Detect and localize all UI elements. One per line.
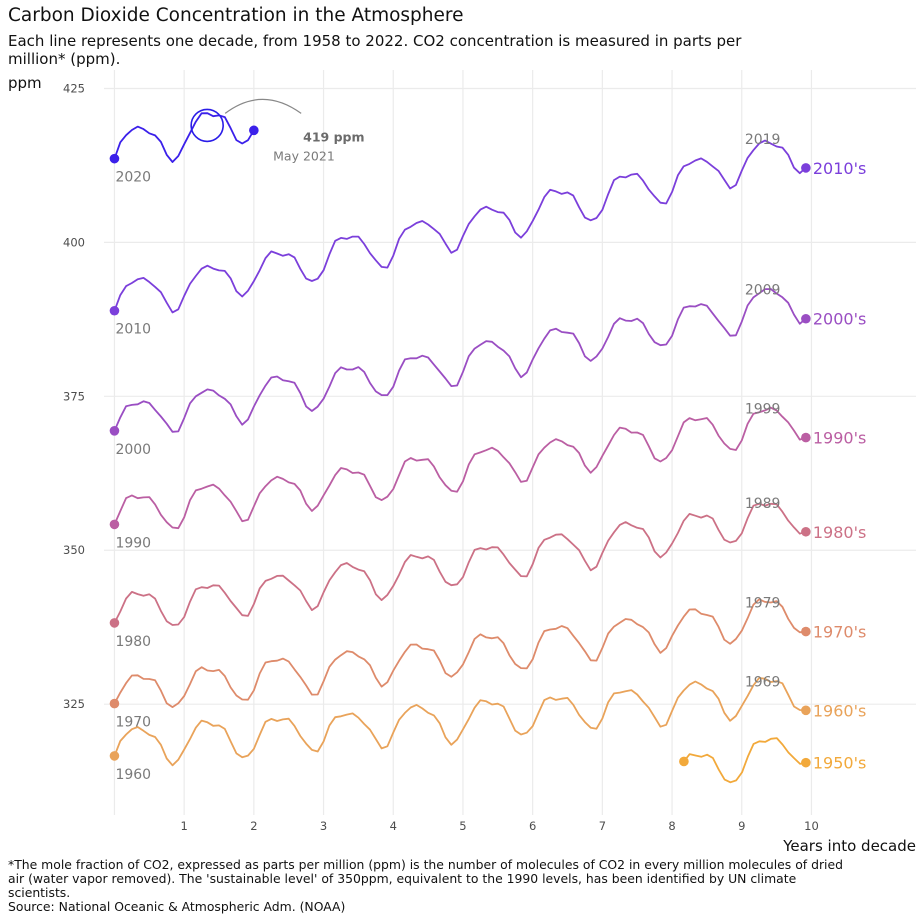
decade-end-year-label: 1979 xyxy=(745,596,781,612)
x-tick-label: 5 xyxy=(459,819,466,833)
y-tick-label: 350 xyxy=(63,543,85,557)
peak-highlight-circle xyxy=(190,108,224,143)
series-end-point xyxy=(801,626,811,637)
series-start-point xyxy=(109,305,120,316)
decade-start-year-label: 2010 xyxy=(115,322,151,338)
x-tick-label: 8 xyxy=(668,819,675,833)
decade-name-label: 1990's xyxy=(813,429,866,448)
series-line-1980's xyxy=(113,502,806,626)
series-start-point xyxy=(109,519,120,530)
x-tick-label: 9 xyxy=(738,819,745,833)
decade-name-label: 1980's xyxy=(813,523,866,542)
decade-name-label: 1970's xyxy=(813,623,866,642)
decade-start-year-label: 2000 xyxy=(115,442,151,458)
peak-value-label: 419 ppm xyxy=(303,129,364,144)
series-start-point xyxy=(679,756,689,767)
series-line-2020 xyxy=(113,112,255,163)
decade-start-year-label: 1960 xyxy=(115,767,151,783)
decade-end-year-label: 1989 xyxy=(745,496,781,512)
decade-end-year-label: 1969 xyxy=(745,674,781,690)
series-line-2010's xyxy=(113,139,807,314)
y-axis-title: ppm xyxy=(8,74,42,92)
series-start-point xyxy=(109,426,120,436)
chart-caption: *The mole fraction of CO2, expressed as … xyxy=(8,858,848,914)
y-tick-label: 375 xyxy=(63,389,85,403)
x-axis-title: Years into decade xyxy=(782,837,916,855)
decade-start-year-label: 2020 xyxy=(115,170,151,186)
chart-subtitle: Each line represents one decade, from 19… xyxy=(8,32,742,68)
y-tick-label: 325 xyxy=(63,697,85,711)
decade-start-year-label: 1980 xyxy=(115,634,151,650)
series-start-point xyxy=(109,153,120,164)
x-tick-label: 4 xyxy=(390,819,397,833)
x-tick-label: 3 xyxy=(320,819,327,833)
series-start-point xyxy=(109,618,120,628)
y-tick-label: 425 xyxy=(63,81,85,95)
decade-name-label: 2000's xyxy=(813,310,866,329)
x-tick-label: 2 xyxy=(250,819,257,833)
decade-end-year-label: 2019 xyxy=(745,132,781,148)
series-end-point xyxy=(801,313,811,324)
x-tick-label: 1 xyxy=(180,819,187,833)
decade-name-label: 2010's xyxy=(813,159,866,178)
series-line-1960's xyxy=(113,677,806,767)
series-line-1950's xyxy=(683,737,807,784)
series-end-point xyxy=(249,125,259,136)
series-line-2000's xyxy=(113,288,807,433)
chart-title: Carbon Dioxide Concentration in the Atmo… xyxy=(8,5,464,26)
y-tick-label: 400 xyxy=(63,235,85,249)
annotation-arrow xyxy=(224,98,302,114)
decade-start-year-label: 1990 xyxy=(115,535,151,551)
decade-name-label: 1960's xyxy=(813,701,866,720)
series-line-1970's xyxy=(113,598,806,708)
series-start-point xyxy=(109,751,120,761)
footnote-text: *The mole fraction of CO2, expressed as … xyxy=(8,857,843,900)
series-end-point xyxy=(801,705,811,716)
series-end-point xyxy=(801,432,811,443)
series-line-1990's xyxy=(113,406,806,530)
decade-name-label: 1950's xyxy=(813,754,866,773)
x-tick-label: 6 xyxy=(529,819,536,833)
peak-date-label: May 2021 xyxy=(273,148,335,163)
series-start-point xyxy=(109,698,120,709)
series-end-point xyxy=(801,163,811,173)
source-text: Source: National Oceanic & Atmospheric A… xyxy=(8,899,346,914)
decade-end-year-label: 2009 xyxy=(745,283,781,299)
decade-start-year-label: 1970 xyxy=(115,715,151,731)
x-tick-label: 7 xyxy=(599,819,606,833)
series-end-point xyxy=(801,526,811,537)
x-tick-label: 10 xyxy=(804,819,819,833)
series-end-point xyxy=(801,757,811,768)
decade-end-year-label: 1999 xyxy=(745,402,781,418)
